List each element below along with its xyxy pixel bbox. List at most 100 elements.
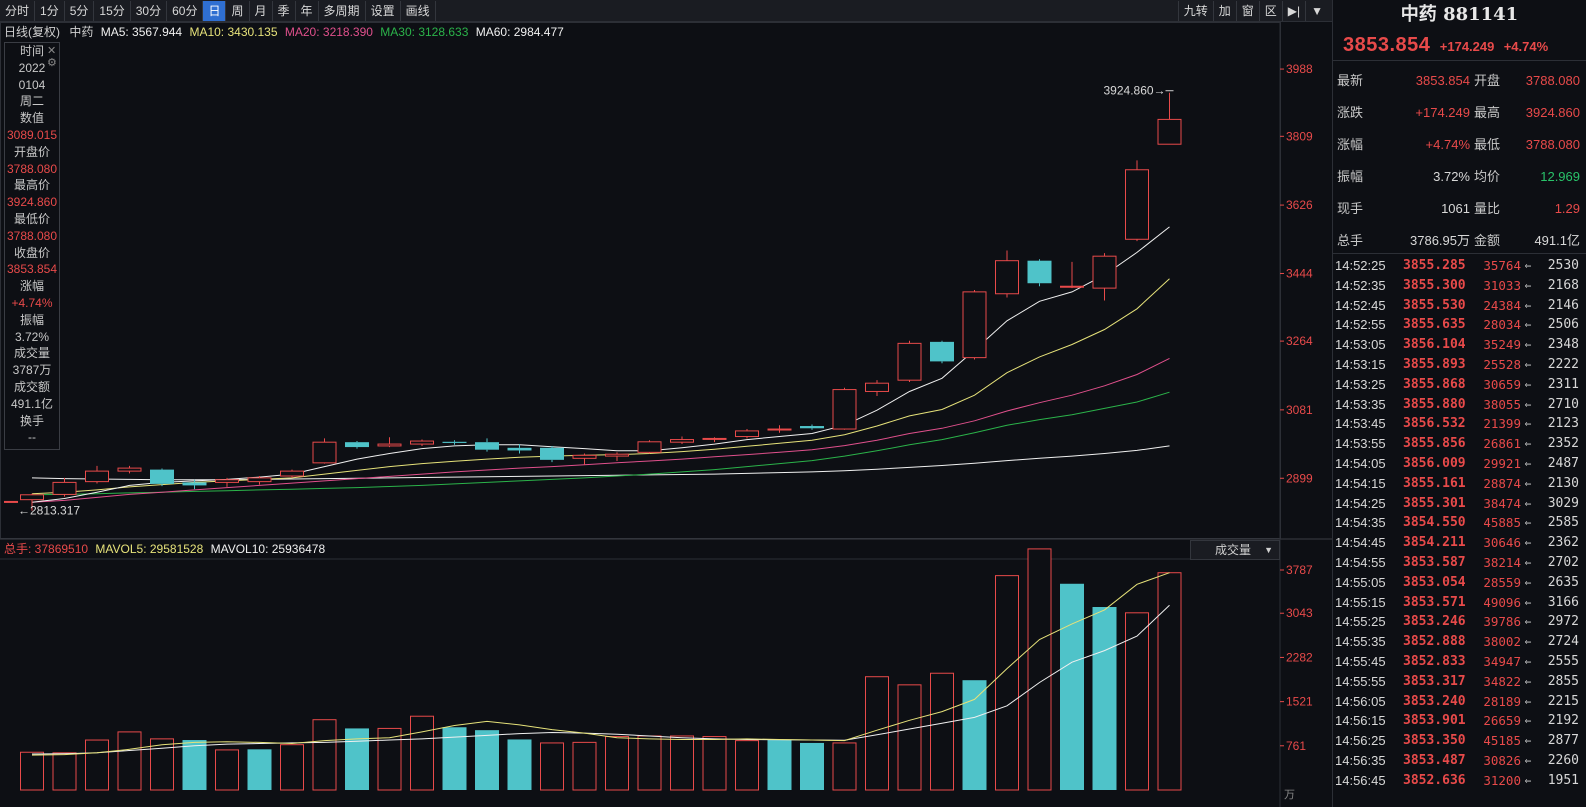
- tick-volume: 28874: [1483, 475, 1521, 491]
- ma20-line: [31, 357, 1170, 503]
- volume-bar: [962, 680, 987, 790]
- tick-time: 14:52:25: [1335, 258, 1386, 273]
- period-tab[interactable]: 多周期: [319, 0, 366, 21]
- arrow-left-icon: ⇐: [1524, 476, 1532, 490]
- period-tab[interactable]: 周: [226, 0, 250, 21]
- quote-stat-row: 总手 3786.95万 金额 491.1亿: [1335, 225, 1580, 257]
- arrow-left-icon: ⇐: [1524, 357, 1532, 371]
- tick-time: 14:53:45: [1335, 416, 1386, 432]
- stat-value: 3788.080: [1525, 73, 1580, 88]
- tick-count: 2530: [1547, 258, 1579, 273]
- tick-price: 3853.054: [1403, 574, 1466, 590]
- ma30-label: MA30: 3128.633: [380, 25, 469, 39]
- gear-icon[interactable]: ⚙: [47, 57, 57, 69]
- period-tab[interactable]: 设置: [366, 0, 401, 21]
- tick-count: 3166: [1547, 594, 1579, 610]
- quote-name: 中药: [1400, 4, 1437, 25]
- tick-row: 14:53:55 3855.856 26861 ⇐ 2352: [1333, 434, 1586, 454]
- volume-bar: [312, 719, 337, 791]
- tick-count: 2635: [1547, 574, 1579, 590]
- quote-stat-row: 振幅 3.72% 均价 12.969: [1335, 161, 1580, 193]
- volume-bar: [1125, 612, 1149, 791]
- volume-bar: [767, 740, 792, 790]
- close-icon[interactable]: ✕: [47, 45, 57, 57]
- arrow-left-icon: ⇐: [1524, 437, 1532, 451]
- tick-time: 14:55:35: [1335, 634, 1386, 650]
- toolbar-right-button[interactable]: 窗: [1235, 1, 1259, 21]
- volume-bar: [52, 752, 77, 791]
- arrow-left-icon: ⇐: [1524, 654, 1532, 668]
- toolbar-right-button[interactable]: 加: [1212, 1, 1236, 21]
- period-tab[interactable]: 1分: [35, 0, 65, 21]
- info-value: +4.74%: [11, 295, 53, 310]
- chevron-down-icon: ▼: [1264, 545, 1273, 555]
- tick-count: 2222: [1547, 356, 1579, 372]
- period-tab[interactable]: 日: [203, 0, 227, 21]
- volume-bar: [1060, 583, 1084, 790]
- tick-count: 2487: [1547, 455, 1579, 471]
- period-label: 日线(复权): [4, 25, 60, 39]
- stat-value: 491.1亿: [1534, 233, 1580, 248]
- tick-time: 14:54:25: [1335, 495, 1386, 511]
- period-tab[interactable]: 季: [273, 0, 296, 21]
- candle-body: [117, 467, 142, 472]
- volume-bar: [182, 740, 207, 790]
- tick-row: 14:53:25 3855.868 30659 ⇐ 2311: [1333, 375, 1586, 395]
- tick-row: 14:53:45 3856.532 21399 ⇐ 2123: [1333, 414, 1586, 434]
- tick-volume: 35764: [1483, 258, 1521, 273]
- tick-count: 2146: [1547, 297, 1579, 313]
- volume-bar: [85, 739, 109, 791]
- period-tab[interactable]: 年: [296, 0, 319, 21]
- period-tab[interactable]: 30分: [131, 0, 168, 21]
- toolbar-right-button[interactable]: 九转: [1177, 1, 1213, 21]
- tick-list[interactable]: 14:52:25 3855.285 35764 ⇐ 2530 14:52:35 3855.3…: [1333, 256, 1586, 791]
- toolbar-right-button[interactable]: ▼: [1305, 1, 1328, 21]
- arrow-left-icon: ⇐: [1524, 259, 1532, 272]
- tick-price: 3855.300: [1403, 277, 1466, 293]
- toolbar-right-button[interactable]: 区: [1258, 1, 1282, 21]
- info-value: 3.72%: [14, 329, 50, 344]
- tick-price: 3855.893: [1403, 356, 1466, 372]
- volume-tick-label: 761: [1286, 739, 1306, 753]
- tick-count: 1951: [1547, 772, 1579, 788]
- info-label: 最高价: [13, 178, 50, 193]
- candle-body: [507, 447, 532, 451]
- price-tick-label: 3081: [1286, 403, 1313, 417]
- tick-time: 14:54:45: [1335, 535, 1386, 551]
- volume-bar: [800, 742, 824, 790]
- period-tab[interactable]: 分时: [0, 0, 36, 21]
- ma20-label: MA20: 3218.390: [284, 25, 373, 39]
- indicator-select[interactable]: 成交量 ▼: [1190, 540, 1280, 560]
- candle-body: [215, 479, 239, 483]
- price-tick-label: 3626: [1286, 198, 1313, 212]
- period-tab[interactable]: 60分: [167, 0, 204, 21]
- tick-volume: 30826: [1483, 752, 1521, 768]
- period-tab[interactable]: 月: [250, 0, 273, 21]
- tick-time: 14:54:15: [1335, 475, 1386, 491]
- kline-chart[interactable]: 3988 3809 3626 3444 3264 3081 2899 3787 3043 2282…: [0, 22, 1332, 807]
- tick-price: 3853.901: [1403, 713, 1466, 729]
- tick-count: 3029: [1547, 495, 1579, 511]
- tick-price: 3853.246: [1403, 614, 1466, 630]
- toolbar-right-button[interactable]: ▶|: [1281, 1, 1305, 21]
- tick-row: 14:56:25 3853.350 45185 ⇐ 2877: [1333, 731, 1586, 751]
- tick-volume: 35249: [1483, 337, 1521, 353]
- volume-bar: [605, 736, 629, 791]
- candle-body: [1125, 169, 1149, 240]
- period-tab[interactable]: 5分: [65, 0, 95, 21]
- stat-value: 3788.080: [1525, 137, 1580, 152]
- volume-bar: [1092, 607, 1117, 790]
- tick-count: 2506: [1547, 317, 1579, 333]
- period-tab[interactable]: 画线: [401, 0, 436, 21]
- info-label: 成交量: [13, 346, 50, 361]
- tick-volume: 30646: [1483, 535, 1521, 551]
- tick-price: 3853.571: [1403, 594, 1466, 610]
- period-tab[interactable]: 15分: [94, 0, 131, 21]
- info-label: 时间: [19, 44, 44, 58]
- tick-price: 3855.301: [1403, 495, 1466, 511]
- tick-volume: 26861: [1483, 436, 1521, 452]
- tick-time: 14:56:25: [1335, 733, 1386, 749]
- volume-bar: [832, 742, 857, 791]
- info-value: 2022: [18, 60, 46, 75]
- tick-volume: 31033: [1483, 277, 1521, 293]
